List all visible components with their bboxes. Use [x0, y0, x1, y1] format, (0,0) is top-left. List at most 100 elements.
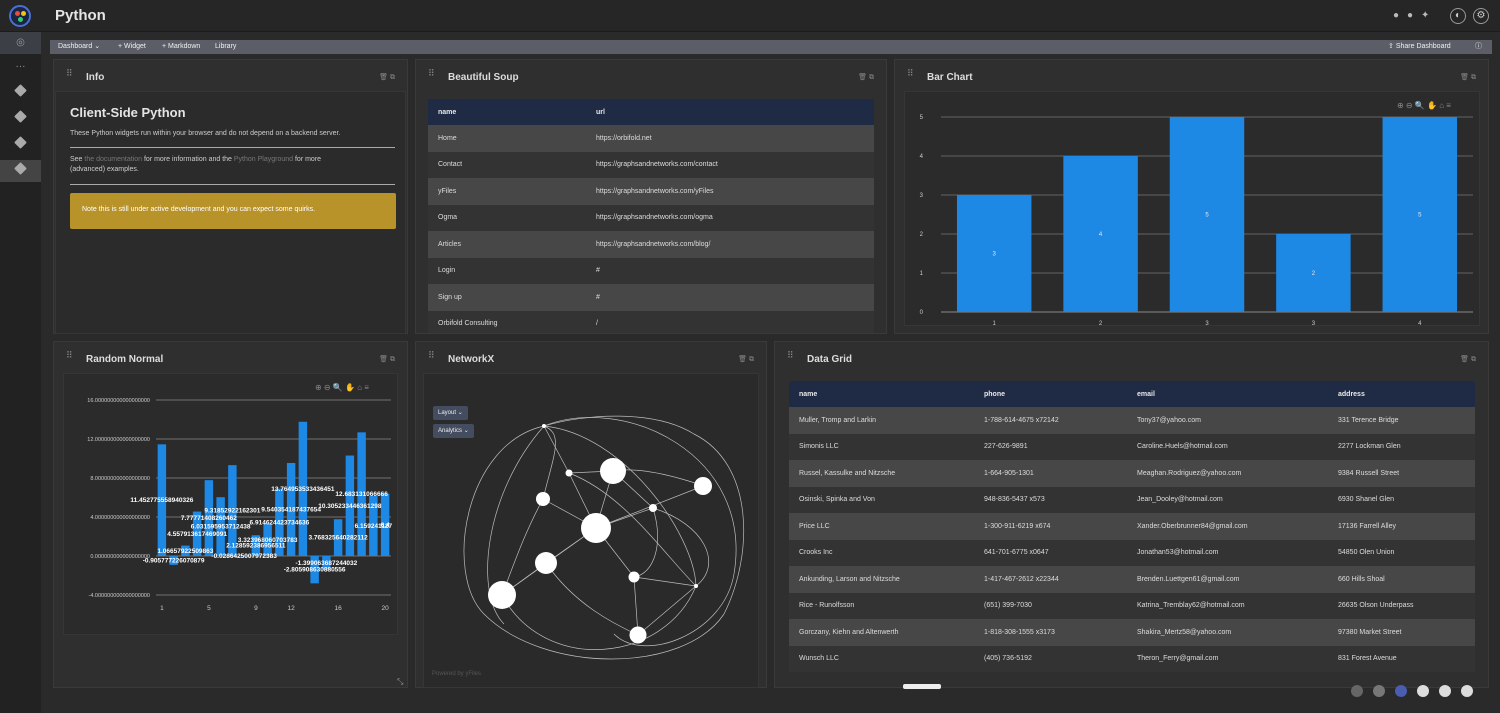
layout-dropdown[interactable]: Layout ⌄ [433, 406, 468, 420]
bar[interactable] [204, 480, 214, 556]
graph-node[interactable] [649, 504, 657, 512]
graph-node[interactable] [629, 626, 647, 644]
network-canvas[interactable]: Layout ⌄ Analytics ⌄ Powered by yFiles [423, 373, 759, 688]
playground-link[interactable]: Python Playground [233, 156, 294, 163]
documentation-link[interactable]: the documentation [84, 156, 143, 163]
table-row[interactable]: Login # [428, 257, 874, 284]
bar[interactable] [169, 556, 178, 565]
table-row[interactable]: Home https://orbifold.net [428, 125, 874, 152]
share-dashboard-button[interactable]: ⇪ Share Dashboard [1388, 43, 1451, 50]
rail-home-icon[interactable]: ◎ [0, 32, 41, 54]
column-header[interactable]: phone [974, 381, 1127, 407]
bar[interactable] [1276, 234, 1351, 312]
bar[interactable] [380, 493, 390, 556]
drag-handle-icon[interactable]: ⠿ [66, 350, 73, 360]
info-icon[interactable]: ⓘ [1475, 43, 1482, 50]
github-icon[interactable]: ● [1393, 10, 1400, 21]
pager-dot[interactable] [1439, 685, 1451, 697]
bar[interactable] [263, 523, 272, 556]
pager-dot[interactable] [1351, 685, 1363, 697]
table-row[interactable]: Muller, Tromp and Larkin 1-788-614-4675 x… [789, 407, 1475, 434]
bar[interactable] [1169, 117, 1245, 312]
column-header[interactable]: email [1127, 381, 1328, 407]
bar[interactable] [286, 462, 296, 556]
bar[interactable] [369, 495, 378, 556]
rail-more-icon[interactable]: ··· [15, 61, 26, 72]
graph-node[interactable] [542, 424, 546, 428]
bar[interactable] [275, 488, 284, 556]
rail-cube-icon-4[interactable] [0, 160, 41, 182]
graph-node[interactable] [628, 571, 640, 583]
pager-dot[interactable] [1395, 685, 1407, 697]
graph-node[interactable] [565, 469, 573, 477]
pager-dot[interactable] [1461, 685, 1473, 697]
bar[interactable] [192, 511, 202, 556]
drag-handle-icon[interactable]: ⠿ [428, 350, 435, 360]
table-row[interactable]: Gorczany, Kiehn and Altenwerth 1-818-308-… [789, 619, 1475, 646]
bar[interactable] [310, 556, 319, 584]
table-row[interactable]: Ankunding, Larson and Nitzsche 1-417-467-… [789, 566, 1475, 593]
panel-actions[interactable]: 🗑 ⧉ [1460, 74, 1476, 81]
bar[interactable] [181, 545, 190, 556]
analytics-dropdown[interactable]: Analytics ⌄ [433, 424, 474, 438]
rail-cube-icon-2[interactable] [0, 108, 41, 130]
bar[interactable] [956, 195, 1032, 312]
drag-handle-icon[interactable]: ⠿ [787, 350, 794, 360]
table-row[interactable]: Articles https://graphsandnetworks.com/bl… [428, 231, 874, 258]
panel-actions[interactable]: 🗑 ⧉ [738, 356, 754, 363]
pager-dot[interactable] [1373, 685, 1385, 697]
bar[interactable] [357, 432, 366, 556]
table-row[interactable]: Price LLC 1-300-911-6219 x674 Xander.Oberb… [789, 513, 1475, 540]
panel-actions[interactable]: 🗑 ⧉ [1460, 356, 1476, 363]
bar[interactable] [298, 421, 308, 556]
theme-toggle-icon[interactable]: ◐ [1450, 8, 1466, 24]
column-header[interactable]: name [789, 381, 974, 407]
panel-actions[interactable]: 🗑 ⧉ [858, 74, 874, 81]
add-widget-button[interactable]: + Widget [118, 43, 146, 50]
bar[interactable] [228, 465, 237, 556]
drag-handle-icon[interactable]: ⠿ [907, 68, 914, 78]
graph-node[interactable] [694, 584, 698, 588]
scrollbar-thumb[interactable] [903, 684, 941, 689]
bar[interactable] [157, 444, 167, 556]
table-row[interactable]: Wunsch LLC (405) 736-5192 Theron_Ferry@gma… [789, 645, 1475, 672]
panel-actions[interactable]: 🗑 ⧉ [379, 356, 395, 363]
library-button[interactable]: Library [215, 43, 237, 50]
rail-cube-icon-1[interactable] [0, 82, 41, 104]
pager-dot[interactable] [1417, 685, 1429, 697]
bar[interactable] [251, 535, 261, 556]
graph-node[interactable] [535, 552, 557, 574]
table-row[interactable]: Orbifold Consulting / [428, 310, 874, 333]
add-markdown-button[interactable]: + Markdown [162, 43, 201, 50]
bar[interactable] [333, 519, 343, 556]
settings-icon[interactable]: ⚙ [1473, 8, 1489, 24]
bar[interactable] [322, 556, 331, 570]
bar[interactable] [1382, 117, 1458, 312]
table-row[interactable]: Russel, Kassulke and Nitzsche 1-664-905-1… [789, 460, 1475, 487]
column-header[interactable]: address [1328, 381, 1475, 407]
panel-actions[interactable]: 🗑 ⧉ [379, 74, 395, 81]
table-row[interactable]: Simonis LLC 227-626-9891 Caroline.Huels@ho… [789, 433, 1475, 460]
table-row[interactable]: Osinski, Spinka and Von 948-836-5437 x573… [789, 486, 1475, 513]
table-row[interactable]: Rice - Runolfsson (651) 399-7030 Katrina_T… [789, 592, 1475, 619]
graph-node[interactable] [581, 513, 611, 543]
bar[interactable] [345, 455, 355, 556]
linkedin-icon[interactable]: ● [1407, 10, 1414, 21]
table-row[interactable]: Contact https://graphsandnetworks.com/con… [428, 151, 874, 178]
graph-node[interactable] [694, 477, 712, 495]
column-header[interactable]: url [586, 99, 874, 125]
graph-node[interactable] [536, 492, 550, 506]
drag-handle-icon[interactable]: ⠿ [428, 68, 435, 78]
graph-node[interactable] [600, 458, 626, 484]
dashboard-menu[interactable]: Dashboard ⌄ [58, 43, 101, 50]
app-logo[interactable] [9, 5, 31, 27]
drag-handle-icon[interactable]: ⠿ [66, 68, 73, 78]
bar[interactable] [1063, 156, 1138, 312]
bar[interactable] [216, 497, 225, 556]
table-row[interactable]: Crooks Inc 641-701-6775 x0647 Jonathan53@h… [789, 539, 1475, 566]
table-row[interactable]: Sign up # [428, 284, 874, 311]
column-header[interactable]: name [428, 99, 586, 125]
table-row[interactable]: Ogma https://graphsandnetworks.com/ogma [428, 204, 874, 231]
chart-controls[interactable]: ⊕ ⊖ 🔍 ✋ ⌂ ≡ [1397, 101, 1451, 110]
twitter-icon[interactable]: ✦ [1421, 10, 1430, 21]
